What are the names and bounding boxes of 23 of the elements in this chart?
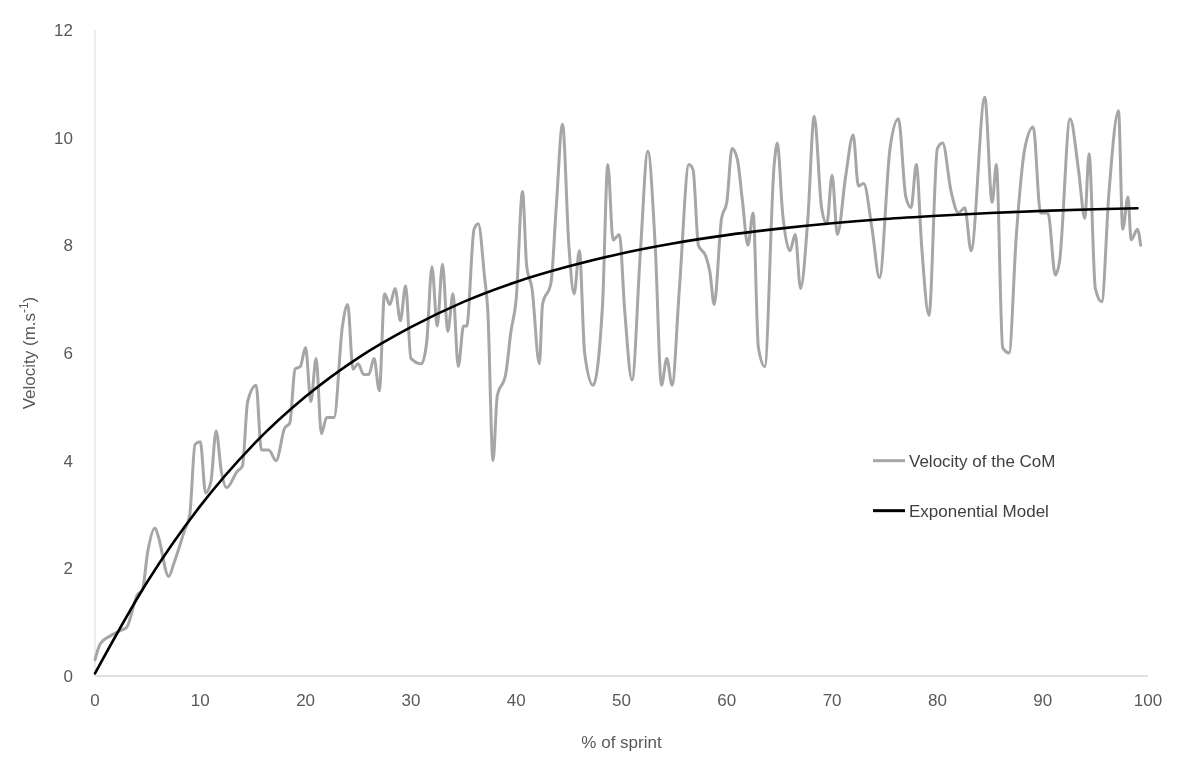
x-tick-label: 40 [506,691,526,710]
y-tick-label: 0 [63,666,73,686]
line-series [93,95,1143,662]
x-tick-label: 0 [90,691,100,710]
y-tick-label: 12 [54,20,73,40]
line-series [93,206,1139,675]
x-tick-label: 100 [1133,691,1163,710]
x-tick-label: 10 [190,691,210,710]
x-tick-label: 50 [612,691,631,710]
y-tick-label: 10 [54,128,73,148]
x-tick-label: 70 [822,691,842,710]
legend-label: Velocity of the CoM [909,451,1056,471]
legend-label: Exponential Model [909,501,1049,521]
x-tick-label: 20 [296,691,316,710]
y-tick-label: 6 [63,343,73,363]
y-tick-label: 8 [63,236,73,256]
x-tick-label: 90 [1033,691,1053,710]
x-axis-title: % of sprint [581,733,662,752]
x-tick-label: 60 [717,691,737,710]
x-tick-label: 30 [401,691,421,710]
x-tick-label: 80 [927,691,947,710]
y-tick-label: 4 [63,451,73,471]
y-tick-label: 2 [63,559,73,579]
